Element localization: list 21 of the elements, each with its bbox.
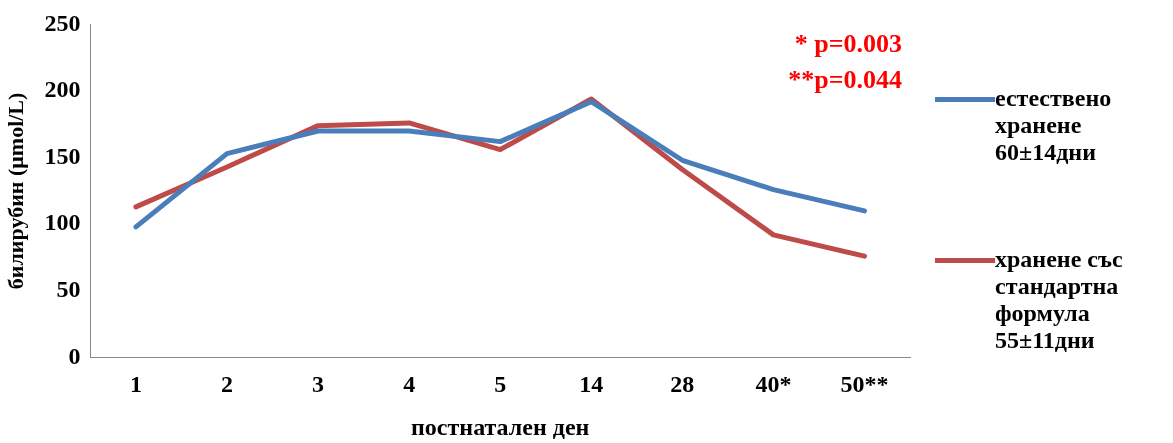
y-tick-label: 100 (44, 209, 81, 236)
x-tick-label: 2 (221, 371, 233, 397)
x-axis-title: постнатален ден (411, 413, 590, 440)
x-tick-label: 14 (579, 371, 604, 397)
y-tick-label: 250 (44, 9, 81, 36)
annotation: * p=0.003 (794, 29, 902, 59)
x-tick-label: 28 (670, 371, 695, 397)
x-tick-label: 4 (403, 371, 416, 397)
x-tick-label: 50** (840, 371, 889, 397)
x-tick-label: 5 (494, 371, 507, 397)
y-tick-label: 50 (56, 276, 81, 302)
annotation: **p=0.044 (788, 65, 902, 95)
y-tick-label: 0 (68, 342, 81, 369)
x-tick-label: 1 (129, 371, 142, 397)
y-axis-title: билирубин (μmol/L) (2, 92, 28, 290)
y-tick-label: 200 (44, 76, 81, 103)
x-tick-label: 40* (755, 371, 792, 397)
x-tick-label: 3 (312, 371, 325, 397)
legend-label: естествено хранене 60±14дни (995, 85, 1113, 166)
legend-label: хранене със стандартна формула 55±11дни (995, 246, 1124, 354)
y-tick-label: 150 (44, 142, 81, 169)
